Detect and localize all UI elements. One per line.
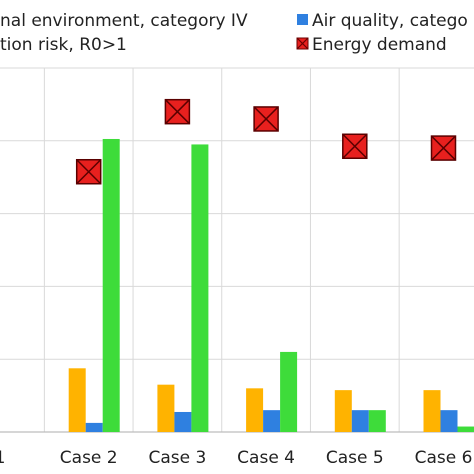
bar-series3-4 bbox=[368, 410, 386, 432]
plot-area: 1 Case 2 Case 3 Case 4 Case 5 Case 6 bbox=[0, 67, 474, 468]
bar-series2-3 bbox=[263, 410, 281, 432]
legend-swatch-series-2 bbox=[297, 14, 308, 25]
x-tick-label-3: Case 4 bbox=[237, 448, 295, 468]
bar-series1-1 bbox=[68, 368, 86, 432]
legend-label-series-1: nal environment, category IV bbox=[0, 11, 248, 31]
bar-series2-5 bbox=[440, 410, 458, 432]
bar-series1-5 bbox=[423, 390, 441, 432]
bar-series3-2 bbox=[191, 144, 209, 432]
marker-energy-demand-5 bbox=[430, 135, 457, 161]
bar-series1-3 bbox=[246, 388, 264, 432]
x-tick-label-0: 1 bbox=[0, 448, 5, 468]
legend-marker-energy-demand bbox=[296, 37, 309, 50]
marker-energy-demand-2 bbox=[164, 98, 191, 125]
marker-energy-demand-1 bbox=[75, 158, 102, 185]
bar-series2-2 bbox=[174, 411, 192, 432]
bar-series3-1 bbox=[102, 138, 120, 433]
marker-energy-demand-3 bbox=[253, 106, 279, 132]
bar-series2-4 bbox=[351, 410, 369, 432]
x-tick-label-2: Case 3 bbox=[148, 448, 206, 468]
legend-label-series-3: tion risk, R0>1 bbox=[0, 35, 127, 55]
x-tick-label-1: Case 2 bbox=[60, 448, 118, 468]
x-tick-label-5: Case 6 bbox=[415, 448, 473, 468]
legend-label-series-2: Air quality, catego bbox=[312, 11, 468, 31]
bar-series2-1 bbox=[85, 422, 103, 432]
bar-series1-2 bbox=[157, 384, 175, 432]
legend-label-series-4: Energy demand bbox=[312, 35, 447, 55]
legend: nal environment, category IV Air quality… bbox=[0, 11, 468, 55]
marker-energy-demand-4 bbox=[342, 133, 368, 160]
bar-series3-3 bbox=[280, 351, 298, 432]
x-tick-label-4: Case 5 bbox=[326, 448, 384, 468]
bar-series1-4 bbox=[334, 390, 352, 432]
bar-series3-5 bbox=[457, 426, 474, 432]
